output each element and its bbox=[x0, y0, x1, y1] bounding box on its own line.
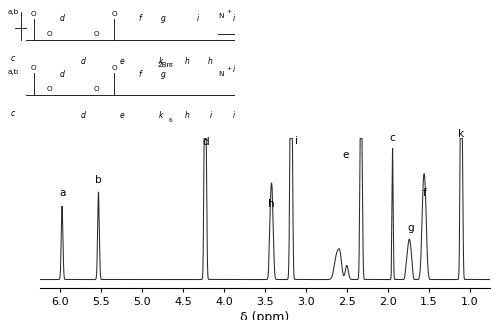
Text: f: f bbox=[423, 188, 427, 198]
Text: c: c bbox=[10, 54, 15, 63]
Text: k: k bbox=[159, 111, 163, 120]
Text: k: k bbox=[159, 57, 163, 66]
Text: e: e bbox=[120, 111, 124, 120]
Text: O: O bbox=[31, 11, 36, 17]
Text: +: + bbox=[226, 9, 231, 14]
Text: i: i bbox=[210, 111, 212, 120]
Text: k: k bbox=[458, 129, 464, 139]
Text: 6: 6 bbox=[168, 118, 172, 123]
Text: i: i bbox=[294, 136, 298, 146]
X-axis label: δ (ppm): δ (ppm) bbox=[240, 311, 290, 320]
Text: O: O bbox=[93, 31, 99, 37]
Text: e: e bbox=[342, 150, 348, 160]
Text: g: g bbox=[161, 70, 166, 79]
Text: i: i bbox=[232, 65, 235, 74]
Text: O: O bbox=[46, 31, 52, 37]
Text: c: c bbox=[10, 109, 15, 118]
Text: a,b: a,b bbox=[7, 69, 18, 75]
Text: d: d bbox=[60, 70, 64, 79]
Text: +: + bbox=[226, 66, 231, 71]
Text: O: O bbox=[93, 86, 99, 92]
Text: e: e bbox=[120, 57, 124, 66]
Text: h: h bbox=[208, 57, 213, 66]
Text: h: h bbox=[268, 199, 275, 209]
Text: O: O bbox=[31, 65, 36, 71]
Text: f: f bbox=[139, 14, 141, 23]
Text: g: g bbox=[407, 223, 414, 233]
Text: f: f bbox=[139, 70, 141, 79]
Text: 6: 6 bbox=[168, 63, 172, 68]
Text: g: g bbox=[161, 14, 166, 23]
Text: N: N bbox=[218, 71, 224, 77]
Text: d: d bbox=[80, 57, 86, 66]
Text: O: O bbox=[112, 11, 117, 17]
Text: d: d bbox=[60, 14, 64, 23]
Text: h: h bbox=[184, 57, 190, 66]
Text: 2Br⁻: 2Br⁻ bbox=[158, 62, 174, 68]
Text: i: i bbox=[232, 14, 235, 23]
Text: b: b bbox=[95, 175, 102, 185]
Text: i: i bbox=[232, 111, 235, 120]
Text: N: N bbox=[218, 13, 224, 19]
Text: h: h bbox=[184, 111, 190, 120]
Text: O: O bbox=[46, 86, 52, 92]
Text: a,b: a,b bbox=[7, 10, 18, 15]
Text: i: i bbox=[196, 14, 198, 23]
Text: d: d bbox=[80, 111, 86, 120]
Text: c: c bbox=[390, 133, 396, 143]
Text: d: d bbox=[202, 137, 208, 147]
Text: O: O bbox=[112, 65, 117, 71]
Text: a: a bbox=[59, 188, 66, 198]
